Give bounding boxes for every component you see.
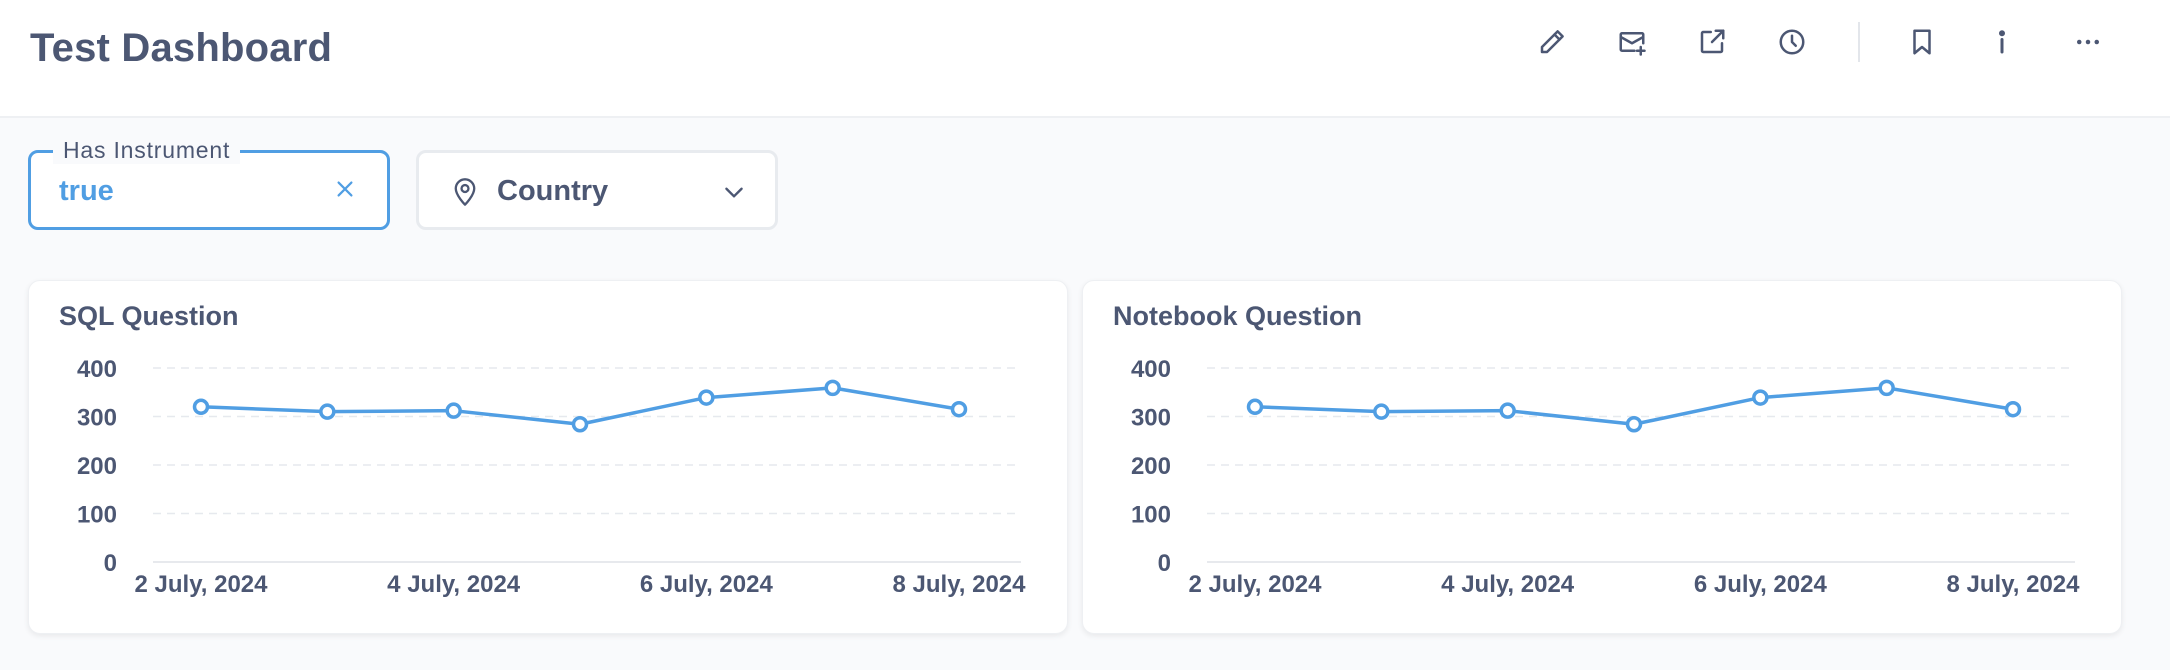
filter-value: true: [59, 175, 114, 207]
chevron-down-icon: [725, 187, 743, 198]
more-icon: [2077, 39, 2099, 45]
filter-label: Country: [497, 175, 609, 207]
card-title: Notebook Question: [1113, 301, 1362, 331]
x-tick-label: 4 July, 2024: [387, 571, 521, 598]
y-tick-label: 0: [104, 550, 117, 577]
data-point: [824, 379, 841, 397]
dashboard-title: Test Dashboard: [30, 26, 333, 70]
subscription-icon: [1619, 32, 1646, 56]
history-icon: [1779, 29, 1805, 55]
x-tick-label: 2 July, 2024: [135, 571, 269, 598]
x-tick-label: 4 July, 2024: [1441, 571, 1575, 598]
data-point: [319, 403, 336, 420]
data-point: [1499, 402, 1516, 419]
edit-button[interactable]: [1528, 18, 1576, 66]
country-filter[interactable]: Country: [416, 150, 778, 230]
x-tick-label: 6 July, 2024: [640, 571, 774, 598]
y-tick-label: 100: [1131, 502, 1171, 529]
location-pin-icon: [454, 178, 476, 206]
share-button[interactable]: [1688, 18, 1736, 66]
history-button[interactable]: [1768, 18, 1816, 66]
data-point: [1246, 398, 1264, 416]
card-title: SQL Question: [59, 301, 239, 331]
pencil-icon: [1540, 30, 1564, 54]
x-tick-label: 6 July, 2024: [1694, 571, 1828, 598]
data-point: [1625, 416, 1643, 433]
x-tick-label: 8 July, 2024: [893, 571, 1027, 598]
header-divider: [1858, 22, 1860, 62]
data-point: [445, 402, 462, 419]
y-tick-label: 300: [1131, 405, 1171, 432]
x-tick-label: 8 July, 2024: [1947, 571, 2081, 598]
data-point: [2004, 400, 2022, 418]
y-tick-label: 400: [77, 356, 117, 383]
share-icon: [1700, 29, 1725, 54]
close-icon: [337, 181, 353, 197]
line-chart: 0 100 200 300 400 2 July, 2024 4 July, 2024 6 J…: [1131, 356, 2081, 598]
more-button[interactable]: [2064, 18, 2112, 66]
filter-label: Has Instrument: [53, 137, 241, 164]
info-icon: [1999, 30, 2006, 54]
has-instrument-filter[interactable]: Has Instrument true: [28, 137, 390, 230]
y-tick-label: 400: [1131, 356, 1171, 383]
data-point: [1878, 379, 1895, 397]
bookmark-icon: [1913, 29, 1931, 55]
subscription-button[interactable]: [1608, 18, 1656, 66]
y-tick-label: 0: [1158, 550, 1171, 577]
x-tick-label: 2 July, 2024: [1189, 571, 1323, 598]
dashboard-header: Test Dashboard: [0, 0, 2170, 118]
data-point: [1752, 389, 1769, 406]
notebook-question-card[interactable]: Notebook Question 0 100 200 300 400 2 July, 2…: [1082, 280, 2122, 634]
sql-question-card[interactable]: SQL Question 0 100 200 300 400 2 July, 2024 4 …: [28, 280, 1068, 634]
line-chart: 0 100 200 300 400 2 July, 2024 4 July, 2024 6 J…: [77, 356, 1027, 598]
data-point: [1373, 403, 1390, 420]
data-point: [192, 398, 210, 416]
data-point: [950, 400, 968, 418]
y-tick-label: 200: [1131, 453, 1171, 480]
y-tick-label: 100: [77, 502, 117, 529]
y-tick-label: 200: [77, 453, 117, 480]
clear-filter-button[interactable]: [331, 175, 359, 203]
info-button[interactable]: [1978, 18, 2026, 66]
bookmark-button[interactable]: [1898, 18, 1946, 66]
y-tick-label: 300: [77, 405, 117, 432]
data-point: [571, 416, 589, 433]
data-point: [698, 389, 715, 406]
